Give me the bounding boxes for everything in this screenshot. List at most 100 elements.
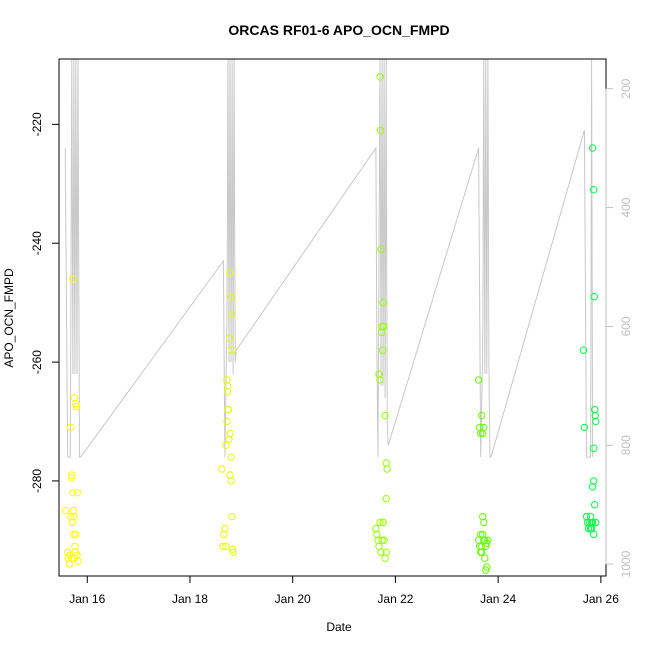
y2-axis-altitude: 200 400 600 800 1000 [605, 78, 633, 577]
data-point-2-8 [380, 536, 388, 544]
data-point-4-15 [592, 417, 600, 426]
y-tick-label-2: -240 [30, 231, 44, 255]
data-point-1-23 [222, 542, 230, 550]
data-point-0-14 [72, 530, 80, 539]
data-point-1-21 [226, 429, 234, 438]
plot-area [61, 59, 600, 574]
data-point-0-24 [67, 474, 76, 482]
x-tick-label-0: Jan 16 [69, 592, 105, 606]
data-point-0-0 [61, 506, 70, 515]
data-point-3-5 [480, 423, 488, 432]
data-point-1-0 [218, 465, 226, 473]
data-point-1-22 [227, 453, 235, 461]
data-point-0-22 [72, 400, 80, 408]
data-point-0-19 [68, 471, 76, 479]
data-point-4-22 [586, 512, 595, 521]
y-tick-label-1: -260 [30, 350, 44, 374]
data-point-1-9 [224, 405, 233, 414]
y-tick-label-0: -280 [30, 469, 44, 493]
y-axis-label: APO_OCN_FMPD [2, 268, 16, 368]
data-point-3-14 [482, 566, 490, 574]
x-tick-label-4: Jan 24 [480, 592, 516, 606]
data-point-2-17 [379, 298, 387, 307]
x-tick-label-3: Jan 22 [377, 592, 413, 606]
data-point-2-24 [382, 495, 390, 503]
y2-tick-label-3: 800 [619, 435, 633, 455]
altitude-line [64, 59, 594, 458]
data-point-0-20 [69, 275, 77, 283]
x-tick-label-2: Jan 20 [275, 592, 311, 606]
data-point-4-10 [588, 144, 597, 152]
data-point-0-8 [69, 489, 77, 497]
data-point-4-19 [591, 501, 599, 509]
x-axis-label: Date [326, 620, 352, 634]
data-point-0-17 [74, 557, 82, 565]
data-point-2-0 [372, 524, 380, 533]
data-point-1-11 [225, 334, 234, 342]
data-point-1-10 [225, 435, 233, 443]
data-point-1-15 [228, 346, 236, 354]
data-point-0-7 [68, 518, 77, 527]
data-point-4-11 [590, 186, 598, 194]
data-point-1-13 [227, 293, 235, 301]
plot-frame [58, 58, 607, 577]
data-point-2-1 [373, 530, 381, 539]
data-point-4-0 [579, 346, 588, 354]
data-point-1-14 [227, 310, 236, 319]
data-point-3-0 [474, 376, 483, 384]
data-point-1-19 [228, 545, 237, 553]
data-point-2-20 [376, 376, 384, 384]
y2-tick-label-1: 400 [619, 197, 633, 217]
data-point-1-2 [220, 530, 228, 539]
data-point-1-20 [229, 548, 237, 556]
data-point-1-1 [219, 542, 227, 550]
data-point-0-23 [72, 402, 81, 411]
data-point-4-12 [590, 293, 598, 301]
data-point-0-9 [69, 506, 78, 515]
data-point-3-22 [483, 539, 491, 547]
x-tick-label-5: Jan 26 [583, 592, 619, 606]
data-point-3-15 [483, 563, 491, 571]
data-point-0-25 [70, 512, 78, 521]
x-tick-label-1: Jan 18 [172, 592, 208, 606]
y2-tick-label-4: 1000 [619, 550, 633, 577]
data-point-1-4 [222, 441, 230, 449]
data-point-3-11 [479, 512, 487, 521]
y-axis: -280 -260 -240 -220 [30, 112, 60, 493]
data-point-3-18 [480, 518, 488, 527]
data-point-4-16 [590, 444, 598, 452]
data-point-0-18 [67, 423, 75, 432]
data-point-1-24 [223, 388, 232, 396]
data-point-3-2 [477, 429, 485, 438]
data-point-2-6 [378, 536, 386, 544]
data-point-3-3 [478, 411, 486, 420]
data-point-2-16 [378, 346, 387, 354]
data-point-2-22 [382, 459, 390, 467]
data-point-2-13 [377, 245, 385, 253]
data-point-2-12 [376, 126, 385, 135]
y-tick-label-3: -220 [30, 112, 44, 136]
data-point-3-9 [477, 530, 485, 539]
data-point-1-6 [223, 417, 231, 426]
data-point-2-15 [378, 322, 386, 331]
data-point-4-20 [592, 518, 600, 527]
data-point-4-1 [580, 423, 589, 432]
data-point-4-9 [590, 530, 598, 539]
y2-tick-label-0: 200 [619, 78, 633, 98]
data-point-0-21 [70, 394, 79, 402]
data-point-4-18 [590, 477, 598, 485]
data-point-3-20 [477, 548, 485, 556]
data-point-2-18 [379, 322, 388, 331]
data-point-3-21 [482, 542, 490, 550]
y2-tick-label-2: 600 [619, 316, 633, 336]
data-point-2-4 [376, 518, 384, 527]
data-point-2-25 [379, 518, 387, 527]
chart-title: ORCAS RF01-6 APO_OCN_FMPD [228, 22, 449, 38]
data-point-4-17 [588, 483, 597, 491]
data-point-1-12 [226, 269, 234, 277]
data-point-3-17 [479, 530, 487, 539]
data-point-2-5 [377, 548, 385, 556]
data-point-2-9 [381, 554, 389, 562]
x-axis: Jan 16 Jan 18 Jan 20 Jan 22 Jan 24 Jan 26 [69, 575, 619, 606]
